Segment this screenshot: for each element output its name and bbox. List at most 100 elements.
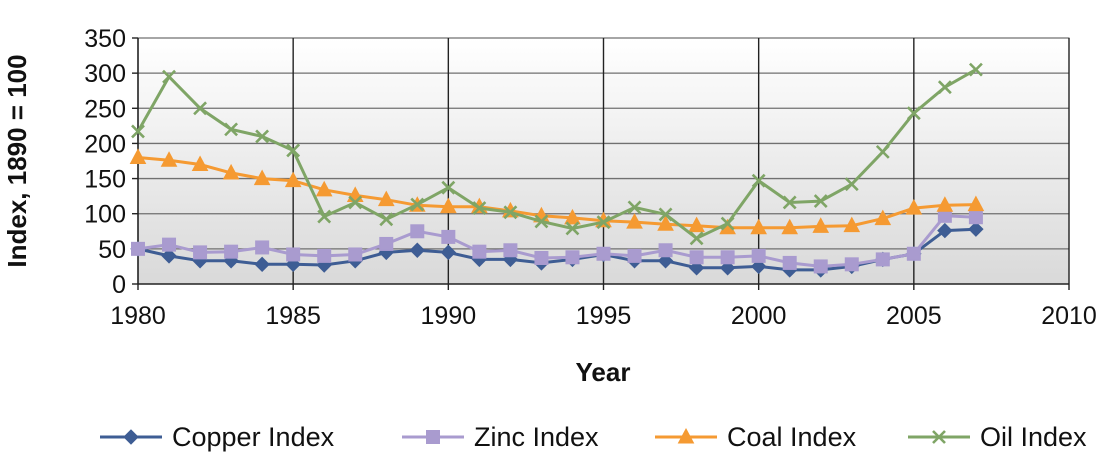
x-tick-label: 1980 — [110, 302, 166, 330]
coal-index-point — [222, 163, 240, 180]
zinc-index-point — [875, 252, 890, 267]
y-tick-label: 0 — [112, 271, 126, 299]
series-group — [129, 62, 985, 278]
copper-index-point — [688, 260, 705, 276]
zinc-index-point — [968, 210, 983, 225]
y-tick-label: 200 — [84, 130, 126, 158]
coal-index-point — [750, 218, 768, 235]
coal-index-point — [129, 148, 147, 164]
oil-index-point — [193, 101, 207, 116]
zinc-index-series — [131, 208, 983, 274]
copper-index-point — [968, 221, 984, 237]
zinc-index-point — [658, 243, 673, 258]
zinc-index-line — [137, 214, 976, 268]
oil-index-point — [906, 106, 921, 121]
legend-item-coal-index: Coal Index — [655, 422, 857, 452]
oil-index-point — [596, 215, 611, 230]
legend-marker — [123, 429, 139, 445]
legend-item-oil-index: Oil Index — [908, 422, 1087, 452]
copper-index-point — [409, 242, 426, 258]
legend-label: Coal Index — [727, 422, 857, 452]
oil-index-point — [534, 214, 549, 229]
zinc-index-point — [720, 250, 735, 265]
legend-marker — [426, 430, 440, 444]
zinc-index-point — [627, 248, 642, 263]
copper-index-point — [254, 256, 270, 273]
zinc-index-point — [906, 246, 921, 261]
zinc-index-point — [317, 248, 332, 263]
oil-index-point — [844, 177, 859, 192]
coal-index-point — [967, 195, 985, 212]
copper-index-point — [657, 253, 674, 269]
zinc-index-point — [534, 250, 549, 265]
x-tick-label: 2000 — [731, 302, 787, 330]
zinc-index-point — [255, 240, 270, 255]
zinc-index-point — [162, 237, 177, 252]
oil-index-point — [410, 197, 425, 212]
coal-index-point — [688, 216, 705, 233]
legend-marker — [932, 430, 946, 444]
oil-index-point — [286, 143, 301, 158]
copper-index-point — [750, 258, 767, 275]
oil-index-line — [136, 68, 977, 241]
copper-index-line — [137, 227, 976, 272]
zinc-index-point — [689, 250, 704, 265]
legend-label: Zinc Index — [474, 422, 599, 452]
oil-index-point — [689, 231, 704, 246]
zinc-index-point — [503, 243, 518, 258]
coal-index-point — [843, 216, 861, 233]
oil-index-point — [255, 129, 270, 144]
oil-index-point — [131, 124, 145, 139]
zinc-index-point — [441, 229, 456, 244]
zinc-index-point — [348, 247, 363, 262]
coal-index-point — [191, 155, 209, 172]
zinc-index-point — [472, 244, 487, 259]
oil-index-point — [875, 144, 890, 159]
coal-index-point — [377, 190, 395, 207]
coal-index-point — [284, 171, 302, 188]
coal-index-point — [936, 196, 954, 212]
copper-index-point — [440, 244, 457, 261]
y-tick-label: 350 — [84, 25, 126, 53]
zinc-index-point — [751, 248, 766, 263]
coal-index-point — [253, 169, 271, 186]
oil-index-point — [317, 209, 332, 224]
coal-index-point — [564, 208, 581, 225]
coal-index-point — [812, 217, 830, 233]
oil-index-point — [472, 201, 487, 216]
coal-index-point — [626, 213, 643, 229]
oil-index-point — [968, 62, 983, 77]
coal-index-point — [160, 151, 178, 167]
zinc-index-point — [410, 224, 425, 239]
zinc-index-point — [193, 245, 208, 260]
oil-index-point — [348, 195, 363, 210]
zinc-index-point — [286, 247, 301, 262]
coal-index-line — [137, 156, 976, 230]
y-tick-label: 150 — [84, 166, 126, 194]
legend-item-zinc-index: Zinc Index — [402, 422, 599, 452]
legend-item-copper-index: Copper Index — [100, 422, 335, 452]
zinc-index-point — [131, 241, 145, 256]
y-tick-label: 50 — [98, 236, 126, 264]
oil-index-point — [224, 122, 239, 137]
oil-index-point — [720, 216, 735, 231]
y-tick-labels: 0 50 100 150 200 250 300 350 — [84, 25, 126, 299]
coal-index-point — [874, 209, 892, 226]
x-tick-label: 1985 — [265, 302, 321, 330]
oil-index-point — [813, 194, 828, 208]
coal-index-point — [657, 215, 674, 231]
oil-index-series — [131, 62, 983, 246]
oil-index-point — [565, 221, 580, 236]
zinc-index-point — [813, 259, 828, 274]
legend: Copper Index Zinc Index Coal Index Oil Inde… — [100, 422, 1087, 452]
oil-index-point — [658, 207, 673, 222]
zinc-index-point — [844, 257, 859, 272]
x-tick-label: 1990 — [421, 302, 477, 330]
y-tick-label: 100 — [84, 201, 126, 229]
legend-marker — [677, 427, 695, 444]
x-tick-label: 1995 — [576, 302, 632, 330]
zinc-index-point — [379, 236, 394, 251]
coal-index-point — [781, 218, 799, 235]
x-tick-labels: 1980 1985 1990 1995 2000 2005 2010 — [110, 302, 1097, 330]
